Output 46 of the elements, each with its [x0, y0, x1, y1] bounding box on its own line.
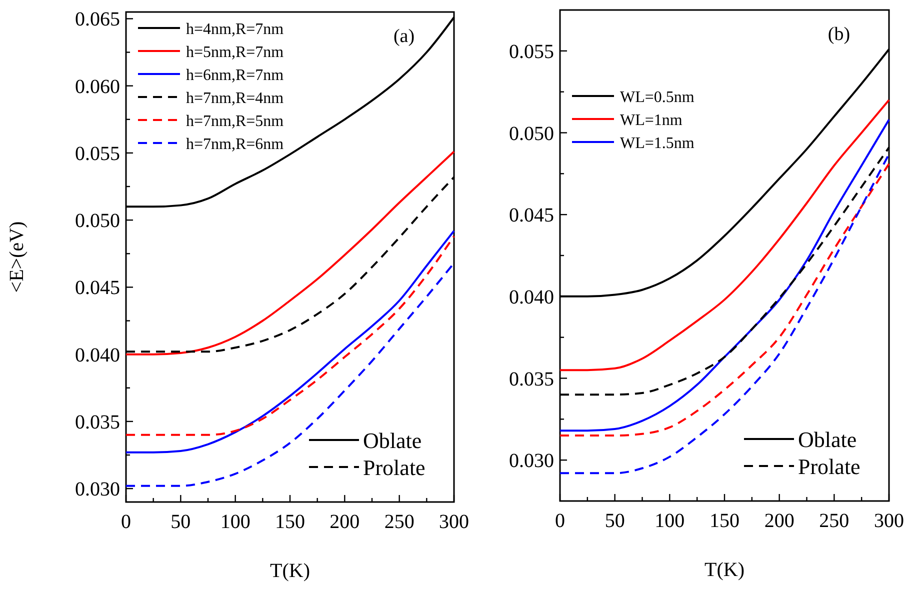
x-tick-label: 250 — [384, 511, 414, 533]
y-tick-label: 0.055 — [75, 142, 120, 165]
x-tick-label: 300 — [874, 510, 904, 532]
annotation: Oblate — [798, 427, 857, 452]
x-tick-label: 150 — [275, 511, 305, 533]
legend-label: WL=1nm — [620, 112, 683, 129]
legend-label: h=5nm,R=7nm — [186, 44, 284, 61]
y-tick-label: 0.055 — [509, 40, 554, 63]
text: (b) — [828, 24, 850, 45]
y-axis-title: <E>(eV) — [6, 221, 28, 293]
legend-label: h=7nm,R=6nm — [186, 136, 284, 153]
annotation: Oblate — [363, 428, 422, 453]
legend-label: h=4nm,R=7nm — [186, 21, 284, 38]
x-tick-label: 0 — [555, 510, 565, 532]
x-axis-title: T(K) — [704, 559, 744, 581]
x-tick-label: 50 — [604, 510, 625, 532]
x-tick-label: 150 — [710, 510, 740, 532]
y-tick-label: 0.050 — [509, 122, 554, 145]
legend-label: WL=0.5nm — [620, 89, 695, 106]
x-tick-label: 100 — [654, 510, 685, 532]
x-tick-label: 200 — [330, 511, 360, 533]
y-tick-label: 0.045 — [75, 277, 120, 300]
x-tick-label: 100 — [220, 511, 250, 533]
annotation: Prolate — [363, 455, 426, 480]
y-tick-label: 0.035 — [509, 368, 554, 390]
x-axis-title: T(K) — [270, 560, 310, 582]
y-tick-label: 0.035 — [75, 411, 120, 434]
legend-label: h=7nm,R=4nm — [186, 90, 284, 107]
x-tick-label: 300 — [439, 511, 469, 533]
y-tick-label: 0.050 — [75, 210, 120, 232]
y-tick-label: 0.040 — [75, 344, 120, 366]
y-tick-label: 0.045 — [509, 204, 554, 227]
legend-label: h=6nm,R=7nm — [186, 67, 284, 84]
x-tick-label: 200 — [764, 510, 794, 532]
annotation: Prolate — [798, 454, 860, 479]
text: (a) — [393, 26, 415, 47]
y-tick-label: 0.065 — [75, 8, 120, 31]
y-tick-label: 0.060 — [75, 76, 120, 98]
x-tick-label: 0 — [121, 511, 131, 533]
x-tick-label: 50 — [170, 511, 191, 533]
y-tick-label: 0.030 — [509, 450, 554, 472]
x-tick-label: 250 — [819, 510, 850, 532]
legend-label: h=7nm,R=5nm — [186, 113, 284, 130]
y-tick-label: 0.030 — [75, 478, 120, 501]
legend-label: WL=1.5nm — [620, 135, 695, 152]
y-tick-label: 0.040 — [509, 286, 554, 308]
